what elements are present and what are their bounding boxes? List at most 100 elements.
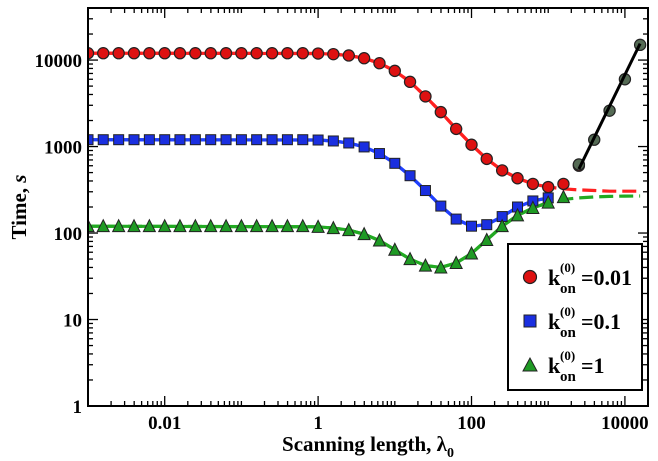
- data-point: [265, 47, 279, 60]
- y-axis-title-text: Time,: [7, 183, 31, 240]
- data-point: [449, 255, 463, 270]
- data-point: [281, 47, 294, 60]
- data-point: [281, 134, 293, 146]
- data-point: [373, 148, 385, 160]
- data-point: [450, 213, 462, 225]
- data-point: [358, 141, 370, 153]
- legend-marker: [522, 356, 538, 372]
- data-point: [526, 200, 540, 214]
- x-axis-title-subscript: 0: [447, 446, 454, 461]
- data-point: [419, 90, 432, 103]
- data-point: [142, 218, 157, 233]
- data-point: [127, 218, 141, 233]
- data-point: [97, 134, 109, 146]
- data-point: [418, 257, 433, 272]
- data-point: [189, 47, 202, 60]
- data-point: [266, 134, 278, 146]
- data-point: [173, 218, 187, 233]
- data-point: [88, 218, 95, 233]
- y-tick-label: 10000: [35, 51, 83, 72]
- data-point: [235, 47, 248, 60]
- legend-entry: k (0) on =1: [548, 348, 605, 385]
- data-point: [88, 134, 94, 146]
- data-point: [112, 47, 125, 60]
- data-point: [235, 134, 247, 146]
- data-point: [143, 134, 155, 146]
- legend-sup: (0): [560, 348, 575, 363]
- legend-sup: (0): [560, 304, 575, 319]
- legend-value: =0.01: [581, 265, 632, 290]
- data-point: [296, 47, 309, 60]
- data-point: [403, 251, 417, 266]
- fit-line-0: [88, 51, 641, 193]
- data-point: [434, 105, 448, 119]
- data-point: [158, 47, 171, 60]
- data-point: [219, 47, 233, 60]
- legend-marker: [522, 269, 538, 285]
- data-point: [542, 180, 555, 194]
- data-point: [205, 134, 217, 146]
- legend-value: =0.1: [581, 309, 621, 334]
- data-point: [251, 134, 263, 146]
- data-point: [541, 194, 556, 209]
- data-point: [372, 232, 387, 247]
- data-point: [389, 157, 401, 169]
- axes: [87, 7, 649, 407]
- data-point: [311, 47, 325, 60]
- data-point: [96, 218, 111, 233]
- legend-entry: k (0) on =0.01: [548, 260, 632, 297]
- legend-k: k: [548, 265, 561, 290]
- data-point: [188, 218, 203, 233]
- y-tick-label: 100: [54, 224, 83, 245]
- data-point: [480, 152, 493, 166]
- data-point: [111, 218, 126, 233]
- data-point: [435, 200, 447, 212]
- data-point: [157, 218, 172, 233]
- y-tick-label: 10: [63, 311, 82, 332]
- fit-line-solid-0: [88, 51, 549, 189]
- data-point: [343, 137, 355, 149]
- y-axis-title-italic: s: [7, 175, 31, 184]
- data-point: [526, 177, 540, 191]
- data-point: [387, 242, 402, 256]
- data-point: [295, 218, 310, 233]
- data-point: [113, 134, 125, 146]
- data-point: [297, 134, 309, 146]
- legend-sub: on: [560, 369, 577, 385]
- legend-k: k: [548, 353, 561, 378]
- legend-value: =1: [581, 353, 605, 378]
- data-point: [449, 122, 463, 136]
- data-point: [265, 218, 279, 233]
- data-point: [556, 189, 571, 204]
- y-tick-label: 1: [73, 397, 83, 418]
- data-point: [326, 220, 341, 235]
- data-point: [173, 47, 187, 60]
- legend-marker: [523, 314, 537, 328]
- data-point: [466, 220, 478, 232]
- data-point: [159, 134, 171, 146]
- data-point: [341, 222, 356, 237]
- data-point: [143, 47, 156, 60]
- legend-entry: k (0) on =0.1: [548, 304, 621, 341]
- data-point: [249, 218, 264, 233]
- data-point: [97, 47, 110, 60]
- legend-k: k: [548, 309, 561, 334]
- x-tick-label: 0.01: [148, 413, 181, 434]
- data-point: [511, 172, 524, 185]
- data-point: [204, 47, 217, 60]
- data-point: [464, 245, 479, 260]
- legend-sup: (0): [560, 260, 575, 275]
- reference-line: [577, 42, 642, 170]
- data-point: [342, 49, 355, 62]
- x-tick-label: 100: [457, 413, 486, 434]
- data-point: [128, 134, 140, 146]
- data-point: [220, 134, 232, 146]
- data-point: [357, 226, 371, 241]
- data-point: [327, 47, 340, 61]
- data-point: [311, 219, 325, 233]
- data-point: [280, 218, 295, 233]
- fit-line-solid-2: [88, 201, 549, 270]
- axis-labels: 0.01 1 100 10000 1 10 100 1000 10000 Scanning len…: [7, 51, 649, 461]
- data-point: [203, 218, 218, 233]
